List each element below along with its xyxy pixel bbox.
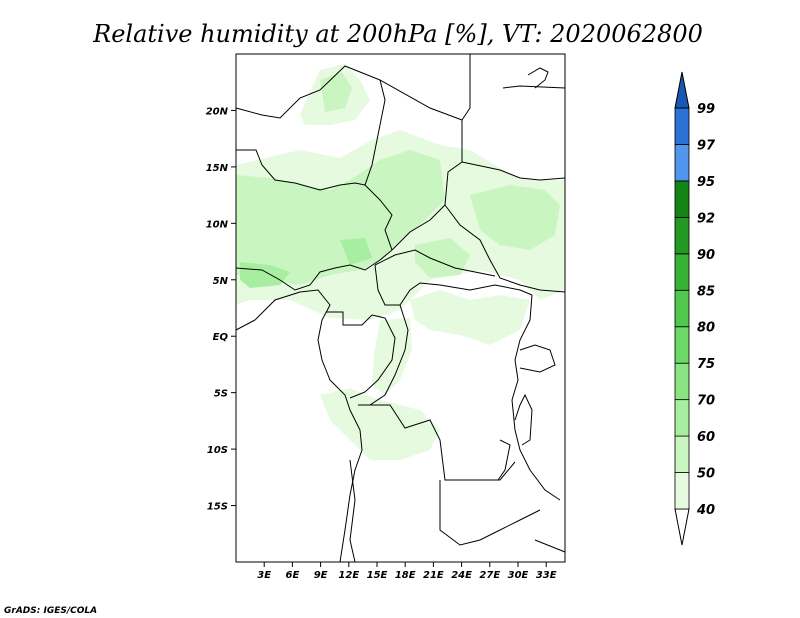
x-tick-label: 21E: [423, 570, 444, 581]
chad-border: [379, 79, 463, 251]
colorbar-segment: [674, 216, 690, 255]
colorbar-segment: [674, 362, 690, 401]
lake-tanganyika-shore: [497, 439, 511, 481]
congo-north-border: [374, 264, 533, 306]
y-tick-label: 5N: [213, 276, 229, 287]
y-tick-label: 5S: [214, 389, 228, 400]
sahel-border: [236, 149, 366, 191]
sudan-north-border: [461, 161, 566, 181]
colorbar-segment: [674, 435, 690, 473]
colorbar-label: 97: [697, 138, 716, 153]
colorbar-label: 50: [697, 467, 715, 482]
colorbar-segment: [674, 144, 690, 182]
colorbar-label: 90: [697, 248, 715, 263]
map-title: Relative humidity at 200hPa [%], VT: 202…: [92, 20, 703, 48]
west-africa-border: [235, 65, 393, 291]
colorbar-label: 95: [697, 175, 715, 190]
libya-egypt-border: [461, 54, 471, 121]
humidity-peak-gulf: [240, 262, 290, 288]
angola-drc-border: [358, 404, 516, 481]
humidity-shading: [236, 64, 565, 460]
x-tick-label: 33E: [536, 570, 557, 581]
lake-kivu-shore: [514, 393, 533, 446]
x-tick-label: 3E: [257, 570, 271, 581]
x-tick-label: 6E: [286, 570, 300, 581]
congo-gabon-border: [326, 311, 396, 399]
humidity-patch-angola: [320, 388, 440, 460]
colorbar-under-triangle: [674, 508, 690, 546]
x-tick-label: 12E: [338, 570, 359, 581]
y-tick-label: 15N: [206, 163, 229, 174]
x-axis: 3E 6E 9E 12E 15E 18E 21E 24E 27E 30E 33E: [257, 562, 557, 581]
y-axis: 20N 15N 10N 5N EQ 5S 10S 15S: [206, 106, 236, 513]
humidity-60-70-areas: [240, 238, 372, 288]
humidity-peak-cameroon: [340, 238, 372, 265]
egypt-sudan-border: [502, 85, 566, 89]
mozambique-border: [534, 539, 566, 553]
humidity-patch-congo-basin: [410, 290, 530, 345]
map-panel: 3E 6E 9E 12E 15E 18E 21E 24E 27E 30E 33E 20N 15N 10N…: [206, 53, 566, 581]
colorbar-label: 85: [697, 284, 715, 299]
y-tick-label: 20N: [206, 106, 229, 117]
colorbar-label: 99: [697, 102, 715, 117]
colorbar-over-triangle: [674, 71, 690, 109]
colorbar-label: 80: [697, 321, 715, 336]
drc-west-border: [369, 304, 409, 406]
y-tick-label: 10S: [207, 445, 228, 456]
x-tick-label: 15E: [367, 570, 388, 581]
country-borders: [235, 54, 566, 563]
x-tick-label: 30E: [508, 570, 529, 581]
grads-credit: GrADS: IGES/COLA: [4, 606, 97, 616]
x-tick-label: 18E: [395, 570, 416, 581]
colorbar-label: 60: [697, 430, 715, 445]
colorbar-label: 40: [696, 503, 715, 518]
colorbar: 40 50 60 70 75 80 85 90 92 95 97 99: [674, 71, 716, 546]
y-tick-label: EQ: [213, 332, 229, 343]
lake-victoria-shore: [519, 344, 556, 373]
x-tick-label: 27E: [479, 570, 500, 581]
colorbar-label: 92: [697, 211, 715, 226]
colorbar-segment: [674, 326, 690, 364]
humidity-core-west-africa: [236, 150, 445, 285]
y-tick-label: 10N: [206, 219, 229, 230]
y-tick-label: 15S: [207, 502, 228, 513]
atlantic-coastline: [235, 289, 363, 563]
x-tick-label: 9E: [314, 570, 328, 581]
map-frame: [235, 53, 566, 563]
colorbar-segment: [674, 253, 690, 291]
colorbar-segment: [674, 399, 690, 437]
colorbar-segment: [674, 107, 690, 145]
colorbar-label: 70: [697, 394, 715, 409]
colorbar-label: 75: [697, 357, 715, 372]
car-border: [374, 249, 496, 277]
humidity-core-sudan: [470, 185, 560, 250]
colorbar-segment: [674, 472, 690, 510]
colorbar-segment: [674, 180, 690, 218]
x-tick-label: 24E: [451, 570, 472, 581]
zambia-border: [439, 480, 541, 546]
east-africa-border: [511, 294, 561, 501]
colorbar-segment: [674, 289, 690, 328]
sinai-coastline: [527, 67, 549, 89]
sudan-south-border: [444, 204, 566, 293]
